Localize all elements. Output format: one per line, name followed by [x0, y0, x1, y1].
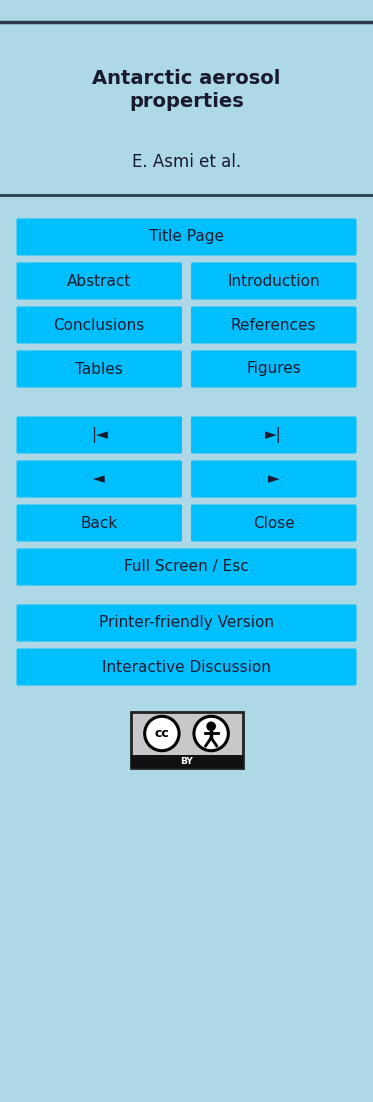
Text: Printer-friendly Version: Printer-friendly Version — [99, 616, 274, 630]
Text: Close: Close — [253, 516, 295, 530]
Circle shape — [145, 716, 179, 750]
FancyBboxPatch shape — [16, 605, 357, 641]
FancyBboxPatch shape — [16, 262, 182, 300]
FancyBboxPatch shape — [16, 549, 357, 585]
Bar — [131, 755, 242, 768]
FancyBboxPatch shape — [16, 218, 357, 256]
FancyBboxPatch shape — [16, 648, 357, 685]
Text: Title Page: Title Page — [149, 229, 224, 245]
Text: |◄: |◄ — [91, 426, 108, 443]
Circle shape — [194, 716, 228, 750]
Text: Tables: Tables — [75, 361, 123, 377]
Text: E. Asmi et al.: E. Asmi et al. — [132, 153, 241, 171]
Text: ◄: ◄ — [93, 472, 105, 486]
FancyBboxPatch shape — [131, 712, 242, 768]
Text: cc: cc — [154, 727, 169, 741]
Text: Full Screen / Esc: Full Screen / Esc — [124, 560, 249, 574]
Text: References: References — [231, 317, 317, 333]
Text: ►|: ►| — [265, 426, 282, 443]
Text: Abstract: Abstract — [67, 273, 131, 289]
Text: Figures: Figures — [247, 361, 301, 377]
Text: Antarctic aerosol
properties: Antarctic aerosol properties — [92, 68, 281, 111]
Circle shape — [206, 722, 216, 731]
FancyBboxPatch shape — [191, 306, 357, 344]
FancyBboxPatch shape — [16, 350, 182, 388]
Text: Introduction: Introduction — [228, 273, 320, 289]
FancyBboxPatch shape — [191, 461, 357, 497]
Text: BY: BY — [180, 757, 193, 766]
FancyBboxPatch shape — [16, 306, 182, 344]
FancyBboxPatch shape — [16, 461, 182, 497]
FancyBboxPatch shape — [191, 350, 357, 388]
Text: ►: ► — [268, 472, 280, 486]
Text: Interactive Discussion: Interactive Discussion — [102, 659, 271, 674]
Text: Conclusions: Conclusions — [54, 317, 145, 333]
FancyBboxPatch shape — [16, 417, 182, 454]
FancyBboxPatch shape — [191, 262, 357, 300]
FancyBboxPatch shape — [191, 417, 357, 454]
Text: Back: Back — [81, 516, 118, 530]
FancyBboxPatch shape — [16, 505, 182, 541]
FancyBboxPatch shape — [191, 505, 357, 541]
